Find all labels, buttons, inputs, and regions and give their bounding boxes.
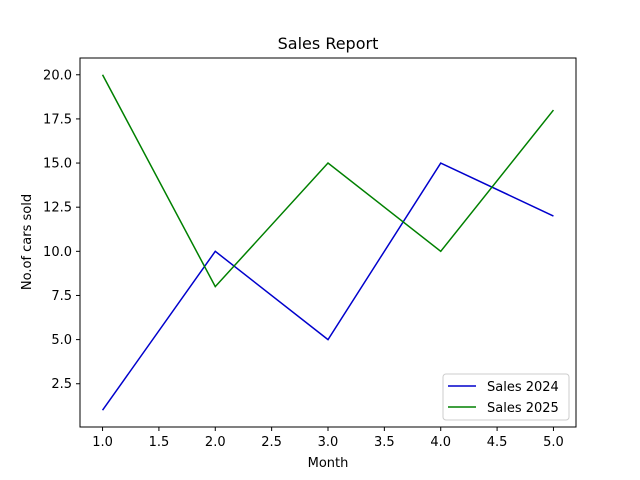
- x-tick-label: 3.0: [318, 435, 339, 450]
- y-tick-label: 2.5: [51, 377, 72, 392]
- y-tick-label: 15.0: [43, 157, 72, 172]
- x-axis-label: Month: [308, 456, 349, 471]
- legend-label-sales-2024: Sales 2024: [487, 380, 559, 395]
- legend-label-sales-2025: Sales 2025: [487, 401, 559, 416]
- x-tick-label: 2.0: [205, 435, 226, 450]
- y-tick-label: 17.5: [43, 112, 72, 127]
- chart-title: Sales Report: [278, 34, 379, 53]
- plot-frame: [79, 57, 577, 428]
- y-tick-label: 7.5: [51, 289, 72, 304]
- x-tick-label: 4.0: [430, 435, 451, 450]
- x-tick-label: 1.0: [92, 435, 113, 450]
- y-axis-ticks: 2.5 5.0 7.5 10.0 12.5 15.0 17.5 20.0: [43, 68, 80, 392]
- series-line-sales-2024: [101, 162, 554, 411]
- x-tick-label: 5.0: [543, 435, 564, 450]
- plot-area: [80, 58, 576, 427]
- x-tick-label: 3.5: [374, 435, 395, 450]
- x-tick-label: 1.5: [149, 435, 170, 450]
- x-axis-ticks: 1.0 1.5 2.0 2.5 3.0 3.5 4.0 4.5 5.0: [92, 427, 564, 450]
- y-tick-label: 10.0: [43, 245, 72, 260]
- y-tick-label: 12.5: [43, 201, 72, 216]
- y-tick-label: 5.0: [51, 333, 72, 348]
- y-tick-label: 20.0: [43, 68, 72, 83]
- series-lines: [101, 74, 555, 411]
- x-tick-label: 2.5: [261, 435, 282, 450]
- y-axis-label: No.of cars sold: [20, 194, 35, 290]
- series-line-sales-2025: [101, 74, 555, 288]
- legend: Sales 2024 Sales 2025: [442, 373, 570, 421]
- x-tick-label: 4.5: [487, 435, 508, 450]
